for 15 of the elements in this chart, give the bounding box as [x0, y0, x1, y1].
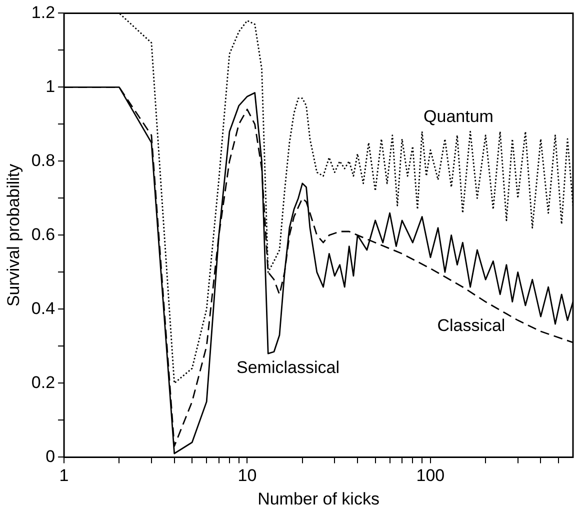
y-axis-title: Survival probability — [4, 163, 23, 307]
y-tick-label: 1.2 — [31, 2, 56, 22]
x-tick-label: 10 — [238, 466, 257, 486]
series-label: Semiclassical — [236, 358, 340, 378]
y-tick-label: 0.4 — [31, 298, 56, 318]
y-tick-label: 0.8 — [31, 150, 56, 170]
x-tick-label: 1 — [59, 466, 69, 486]
y-tick-label: 1 — [46, 76, 56, 96]
y-tick-label: 0.2 — [31, 372, 56, 392]
series-label: Classical — [437, 316, 506, 335]
x-tick-label: 100 — [416, 466, 445, 486]
y-tick-label: 0.6 — [31, 224, 56, 244]
x-axis-title: Number of kicks — [258, 489, 380, 508]
series-label: Quantum — [424, 107, 494, 126]
y-tick-label: 0 — [46, 446, 56, 466]
